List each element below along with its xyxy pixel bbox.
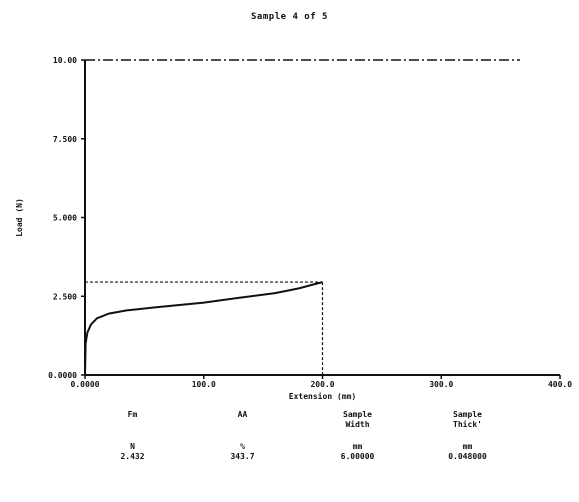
y-tick-label: 10.00: [53, 56, 77, 65]
stat-unit: mm: [462, 442, 473, 451]
stat-column-width: Sample Width mm 6.00000: [310, 410, 405, 462]
chart-title: Sample 4 of 5: [251, 12, 328, 22]
y-tick-label: 0.0000: [48, 371, 77, 380]
stat-value: 6.00000: [340, 452, 375, 461]
chart-axes: [84, 59, 560, 376]
stat-value: 2.432: [120, 452, 145, 461]
stat-column-aa: AA % 343.7: [195, 410, 290, 462]
stat-unit: N: [130, 442, 135, 451]
y-tick-label: 7.500: [53, 135, 77, 144]
stat-header: AA: [237, 410, 248, 419]
y-axis-label: Load (N): [15, 198, 24, 237]
stat-header: Sample Width: [343, 410, 372, 429]
stat-value: 0.048000: [448, 452, 487, 461]
chart-series: [84, 281, 323, 376]
stat-header: Sample Thick': [453, 410, 482, 429]
stat-header: Fm: [127, 410, 138, 419]
stat-unit: %: [240, 442, 245, 451]
x-tick-label: 200.0: [310, 380, 334, 389]
x-tick-label: 0.0000: [71, 380, 100, 389]
x-tick-label: 300.0: [429, 380, 453, 389]
series-line-0: [84, 281, 323, 376]
stat-value: 343.7: [230, 452, 255, 461]
x-tick-label: 100.0: [192, 380, 216, 389]
chart-ticks: 0.0000 100.0 200.0 300.0 400.0 0.0000 2.500 5.0…: [48, 56, 572, 389]
x-tick-label: 400.0: [548, 380, 572, 389]
stat-column-thickness: Sample Thick' mm 0.048000: [420, 410, 515, 462]
stat-unit: mm: [352, 442, 363, 451]
y-tick-label: 2.500: [53, 292, 77, 301]
x-axis-label: Extension (mm): [289, 391, 356, 401]
stat-column-fm: Fm N 2.432: [85, 410, 180, 462]
y-tick-label: 5.000: [53, 214, 77, 223]
